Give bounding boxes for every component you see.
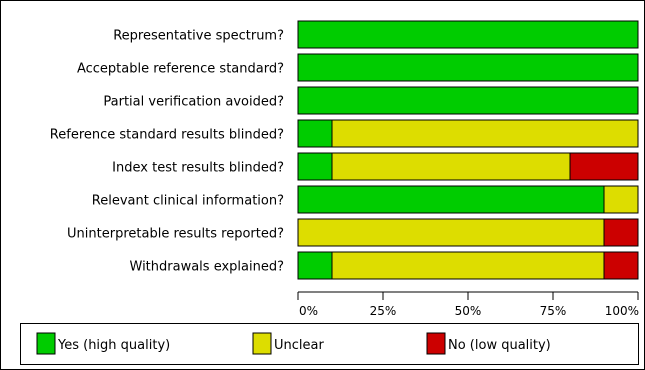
legend-swatch-yes	[36, 332, 56, 355]
x-tick-label-4: 75%	[540, 304, 567, 318]
legend-label-yes: Yes (high quality)	[57, 338, 170, 353]
bar-segment-1-yes	[297, 20, 639, 49]
bar-segment-3-yes	[297, 86, 639, 115]
question-label-3: Partial verification avoided?	[103, 95, 284, 110]
bar-segment-8-unclear	[331, 251, 605, 280]
bar-segment-6-unclear	[603, 185, 639, 214]
question-label-8: Withdrawals explained?	[130, 260, 285, 275]
legend-box	[20, 323, 639, 365]
bar-segment-5-no	[569, 152, 639, 181]
bar-segment-5-unclear	[331, 152, 571, 181]
bar-segment-5-yes	[297, 152, 333, 181]
legend-swatch-unclear	[252, 332, 272, 355]
bar-segment-4-yes	[297, 119, 333, 148]
legend-label-no: No (low quality)	[448, 338, 551, 353]
question-label-2: Acceptable reference standard?	[77, 62, 284, 77]
legend-label-unclear: Unclear	[274, 338, 324, 353]
bar-segment-8-no	[603, 251, 639, 280]
question-label-4: Reference standard results blinded?	[50, 128, 284, 143]
x-tick-label-2: 25%	[370, 304, 397, 318]
x-tick-label-3: 50%	[455, 304, 482, 318]
question-label-6: Relevant clinical information?	[92, 194, 284, 209]
question-label-5: Index test results blinded?	[112, 161, 284, 176]
bar-segment-6-yes	[297, 185, 605, 214]
bar-segment-8-yes	[297, 251, 333, 280]
x-tick-label-5: 100%	[605, 304, 639, 318]
bar-segment-4-unclear	[331, 119, 639, 148]
question-label-1: Representative spectrum?	[113, 29, 284, 44]
question-label-7: Uninterpretable results reported?	[67, 227, 284, 242]
bar-segment-2-yes	[297, 53, 639, 82]
bar-segment-7-unclear	[297, 218, 605, 247]
bar-segment-7-no	[603, 218, 639, 247]
x-tick-label-1: 0%	[299, 304, 318, 318]
legend-swatch-no	[426, 332, 446, 355]
